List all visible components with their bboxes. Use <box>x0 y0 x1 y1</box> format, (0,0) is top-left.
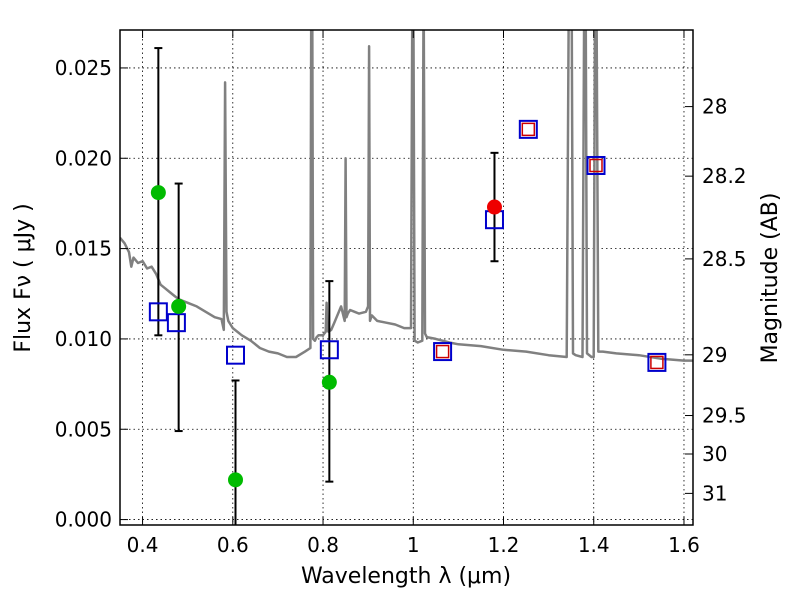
red-photometry-square <box>435 344 450 359</box>
detection-point <box>150 185 166 201</box>
red-photometry-square <box>650 355 664 370</box>
detection-point <box>228 472 244 488</box>
x-tick-label: 1 <box>407 533 420 557</box>
x-tick-label: 0.6 <box>217 533 249 557</box>
red-photometry-square <box>521 122 536 137</box>
right-tick-label: 29.5 <box>702 404 747 428</box>
detection-point <box>486 199 502 215</box>
y-tick-label: 0.025 <box>55 56 112 80</box>
model-photometry-square <box>647 352 667 372</box>
model-photometry-square <box>166 313 186 333</box>
model-photometry-square <box>226 345 246 365</box>
x-tick-label: 1.2 <box>488 533 520 557</box>
x-axis-title: Wavelength λ (μm) <box>301 564 511 589</box>
red-photometry-square <box>589 158 603 173</box>
model-spectrum-line <box>120 30 693 362</box>
right-tick-label: 29 <box>702 343 727 367</box>
model-photometry-square <box>586 155 606 175</box>
model-photometry-square <box>319 340 339 360</box>
right-tick-label: 28.2 <box>702 164 747 188</box>
y-axis-title: Flux Fν ( μJy ) <box>11 203 36 352</box>
right-tick-label: 31 <box>702 481 727 505</box>
model-photometry-square <box>148 302 168 322</box>
x-tick-label: 1.4 <box>578 533 610 557</box>
right-axis-title: Magnitude (AB) <box>758 193 783 364</box>
y-tick-label: 0.000 <box>55 508 112 532</box>
right-tick-label: 28 <box>702 95 727 119</box>
model-photometry-square <box>433 342 453 362</box>
x-tick-label: 0.8 <box>307 533 339 557</box>
axes: 0.4 0.6 0.8 1 1.2 1.4 1.6 0.000 0.005 0.010 0.015 0… <box>55 30 747 557</box>
y-tick-label: 0.015 <box>55 237 112 261</box>
detection-point <box>171 298 187 314</box>
plot-area <box>120 30 693 525</box>
right-tick-label: 28.5 <box>702 247 747 271</box>
x-tick-label: 0.4 <box>127 533 159 557</box>
model-photometry-square <box>518 119 538 139</box>
x-tick-label: 1.6 <box>668 533 700 557</box>
grid <box>120 30 693 525</box>
plot-frame <box>119 29 694 526</box>
detection-point <box>321 374 337 390</box>
y-tick-label: 0.005 <box>55 417 112 441</box>
y-tick-label: 0.020 <box>55 146 112 170</box>
y-tick-label: 0.010 <box>55 327 112 351</box>
right-tick-label: 30 <box>702 442 727 466</box>
